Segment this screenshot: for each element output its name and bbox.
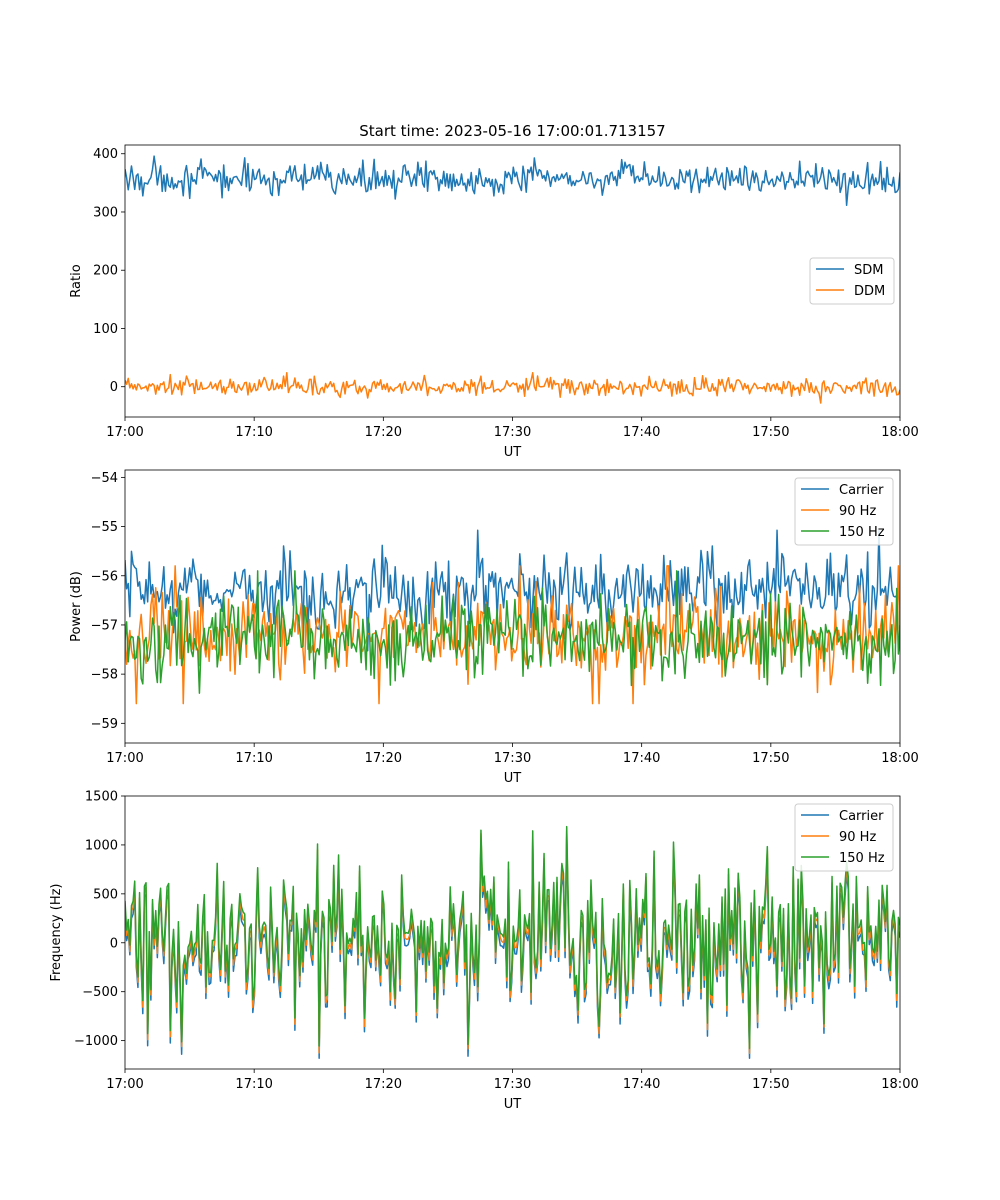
series-line-150-hz xyxy=(125,825,900,1050)
x-tick-label: 17:50 xyxy=(752,1077,789,1092)
y-tick-label: −1000 xyxy=(74,1034,118,1049)
y-tick-label: −59 xyxy=(91,717,118,732)
y-axis-label: Power (dB) xyxy=(69,571,84,642)
x-tick-label: 17:40 xyxy=(623,425,660,440)
legend-label: DDM xyxy=(854,284,885,299)
legend-label: Carrier xyxy=(839,809,884,824)
x-tick-label: 17:50 xyxy=(752,425,789,440)
chart-panel-3: 17:00 17:10 17:20 17:30 17:40 17:50 18:00 1500 1… xyxy=(49,790,919,1113)
y-tick-label: −56 xyxy=(91,569,118,584)
x-axis-label: UT xyxy=(504,1097,522,1112)
x-axis-label: UT xyxy=(504,771,522,786)
legend-box xyxy=(794,477,894,546)
x-tick-label: 17:10 xyxy=(235,425,272,440)
series-line-90-hz xyxy=(125,565,900,705)
x-tick-label: 17:10 xyxy=(235,1077,272,1092)
legend-label: 150 Hz xyxy=(839,525,885,540)
y-tick-label: 1000 xyxy=(85,838,118,853)
x-tick-label: 17:30 xyxy=(494,751,531,766)
legend-label: 150 Hz xyxy=(839,851,885,866)
legend-box xyxy=(794,803,894,872)
x-tick-label: 18:00 xyxy=(881,425,918,440)
series-line-150-hz xyxy=(125,570,900,694)
x-tick-label: 17:40 xyxy=(623,751,660,766)
legend-label: 90 Hz xyxy=(839,504,876,519)
x-tick-label: 17:00 xyxy=(106,1077,143,1092)
y-tick-label: −58 xyxy=(91,668,118,683)
y-tick-label: −57 xyxy=(91,618,118,633)
y-tick-label: −500 xyxy=(82,985,118,1000)
y-tick-label: 0 xyxy=(110,936,118,951)
x-tick-label: 18:00 xyxy=(881,751,918,766)
y-tick-label: 100 xyxy=(93,322,118,337)
legend-label: 90 Hz xyxy=(839,830,876,845)
chart-panel-1: 17:00 17:10 17:20 17:30 17:40 17:50 18:00 400 30… xyxy=(69,122,919,460)
x-tick-label: 17:40 xyxy=(623,1077,660,1092)
legend-label: SDM xyxy=(854,263,883,278)
y-axis-label: Frequency (Hz) xyxy=(49,883,64,981)
x-tick-label: 17:00 xyxy=(106,425,143,440)
x-tick-label: 17:10 xyxy=(235,751,272,766)
x-tick-label: 17:00 xyxy=(106,751,143,766)
legend-label: Carrier xyxy=(839,483,884,498)
y-tick-label: 300 xyxy=(93,205,118,220)
y-tick-label: 400 xyxy=(93,147,118,162)
legend: Carrier 90 Hz 150 Hz xyxy=(794,803,894,872)
y-tick-label: 500 xyxy=(93,887,118,902)
panels: 17:00 17:10 17:20 17:30 17:40 17:50 18:00 400 30… xyxy=(49,122,919,1112)
chart-panel-2: 17:00 17:10 17:20 17:30 17:40 17:50 18:00 −54 −5… xyxy=(69,469,919,786)
x-tick-label: 17:20 xyxy=(365,1077,402,1092)
x-tick-label: 17:20 xyxy=(365,751,402,766)
legend: SDM DDM xyxy=(809,257,895,305)
x-tick-label: 17:50 xyxy=(752,751,789,766)
chart-title: Start time: 2023-05-16 17:00:01.713157 xyxy=(359,122,665,140)
x-tick-label: 17:30 xyxy=(494,1077,531,1092)
y-tick-label: −55 xyxy=(91,520,118,535)
series-line-sdm xyxy=(125,155,900,207)
x-tick-label: 17:30 xyxy=(494,425,531,440)
series-line-ddm xyxy=(125,371,900,404)
x-axis-label: UT xyxy=(504,445,522,460)
legend: Carrier 90 Hz 150 Hz xyxy=(794,477,894,546)
x-tick-label: 17:20 xyxy=(365,425,402,440)
y-tick-label: 1500 xyxy=(85,790,118,805)
y-tick-label: −54 xyxy=(91,471,118,486)
x-tick-label: 18:00 xyxy=(881,1077,918,1092)
y-tick-label: 0 xyxy=(110,380,118,395)
y-tick-label: 200 xyxy=(93,264,118,279)
y-axis-label: Ratio xyxy=(69,264,84,297)
